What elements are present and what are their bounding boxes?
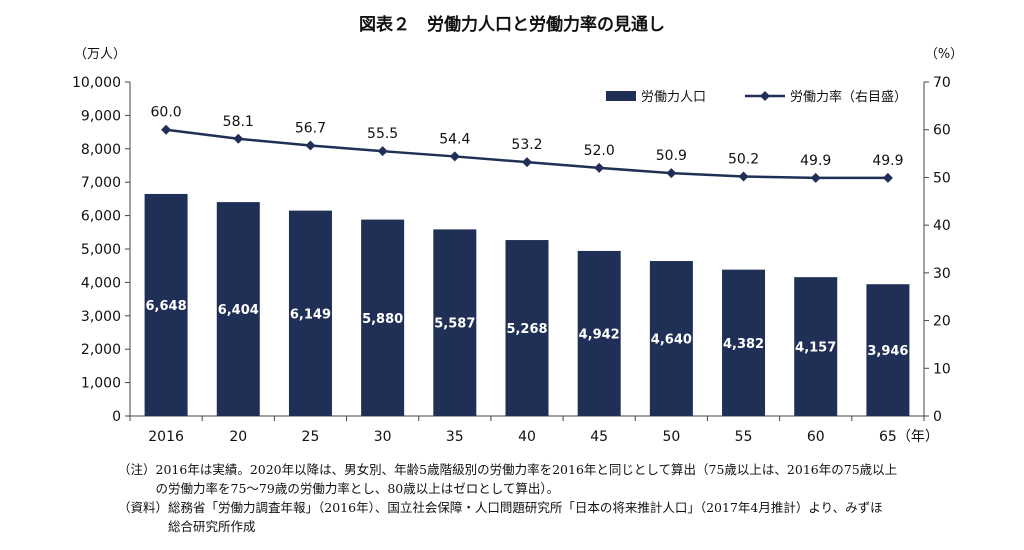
line-data-label: 50.2 <box>728 151 759 167</box>
x-tick-label: 2016 <box>148 429 184 445</box>
line-point <box>882 172 893 183</box>
chart-title: 図表２ 労働力人口と労働力率の見通し <box>359 15 665 35</box>
y-right-tick-label: 10 <box>933 361 951 377</box>
y-right-tick-label: 40 <box>933 218 951 234</box>
line-point <box>594 162 605 173</box>
y-right-tick-label: 20 <box>933 314 951 330</box>
y-right-unit: （%） <box>925 47 963 62</box>
line-point <box>666 168 677 179</box>
note-line: 2016年は実績。2020年以降は、男女別、年齢5歳階級別の労働力率を2016年… <box>155 462 898 477</box>
y-left-tick-label: 1,000 <box>81 376 121 392</box>
source-row: （資料） 総務省「労働力調査年報」（2016年）、国立社会保障・人口問題研究所「… <box>118 498 998 536</box>
y-left-tick-label: 7,000 <box>81 175 121 191</box>
bar-data-label: 3,946 <box>867 344 908 359</box>
y-left-unit: （万人） <box>74 47 126 62</box>
bar <box>505 240 549 416</box>
bar-data-label: 6,404 <box>218 303 259 318</box>
y-right-tick-label: 30 <box>933 266 951 282</box>
line-data-label: 53.2 <box>511 137 542 153</box>
y-left-tick-label: 6,000 <box>81 209 121 225</box>
y-left-tick-label: 4,000 <box>81 275 121 291</box>
bar <box>866 284 910 416</box>
bar <box>649 261 693 416</box>
bar <box>794 277 838 416</box>
bar <box>722 269 766 416</box>
x-tick-label: 45 <box>590 429 608 445</box>
line-point <box>810 172 821 183</box>
x-tick-label: 55 <box>735 429 753 445</box>
y-left-tick-label: 3,000 <box>81 309 121 325</box>
x-tick-label: 60 <box>807 429 825 445</box>
bar-data-label: 5,587 <box>434 317 475 332</box>
bar <box>216 202 260 416</box>
line-point <box>305 140 316 151</box>
bar <box>144 193 188 416</box>
line-point <box>161 124 172 135</box>
line-data-label: 54.4 <box>439 131 470 147</box>
y-right-tick-label: 0 <box>933 409 942 425</box>
y-left-tick-label: 2,000 <box>81 342 121 358</box>
x-tick-label: 20 <box>229 429 247 445</box>
legend-line-marker <box>760 91 770 101</box>
notes: （注） 2016年は実績。2020年以降は、男女別、年齢5歳階級別の労働力率を2… <box>118 460 998 536</box>
y-right-tick-label: 50 <box>933 170 951 186</box>
y-left-tick-label: 9,000 <box>81 108 121 124</box>
note-line: の労働力率を75～79歳の労働力率とし、80歳以上はゼロとして算出）。 <box>155 481 560 496</box>
line-point <box>233 133 244 144</box>
line-data-label: 50.9 <box>656 148 687 164</box>
line-data-label: 49.9 <box>872 153 903 169</box>
bar-data-label: 4,640 <box>651 333 692 348</box>
bar-data-label: 6,149 <box>290 307 331 322</box>
note-row: （注） 2016年は実績。2020年以降は、男女別、年齢5歳階級別の労働力率を2… <box>118 460 998 498</box>
x-tick-label: 50 <box>662 429 680 445</box>
line-point <box>738 171 749 182</box>
y-right-tick-label: 70 <box>933 75 951 91</box>
line-point <box>522 157 532 168</box>
bar <box>361 219 405 416</box>
line-point <box>449 151 460 162</box>
chart: 0 1,000 2,000 3,000 4,000 5,000 6,000 7,000 8,00… <box>72 47 963 445</box>
y-right-tick-label: 60 <box>933 123 951 139</box>
bar <box>577 250 621 416</box>
bar-data-label: 4,157 <box>795 341 836 356</box>
source-body: 総務省「労働力調査年報」（2016年）、国立社会保障・人口問題研究所「日本の将来… <box>168 498 998 536</box>
y-left-tick-label: 10,000 <box>72 75 121 91</box>
legend-bar-swatch <box>606 91 636 101</box>
x-tick-label: 40 <box>518 429 536 445</box>
y-left-tick-label: 0 <box>112 409 121 425</box>
legend-bar-label: 労働力人口 <box>641 90 706 105</box>
line-data-label: 58.1 <box>223 114 254 130</box>
x-tick-label: 25 <box>302 429 320 445</box>
source-line: 総合研究所作成 <box>168 519 256 534</box>
bar-data-label: 4,382 <box>723 337 764 352</box>
line-data-label: 52.0 <box>584 143 615 159</box>
x-tick-label: 65 <box>879 429 897 445</box>
y-left-tick-label: 8,000 <box>81 142 121 158</box>
bar-data-label: 5,880 <box>362 312 403 327</box>
line-data-label: 56.7 <box>295 120 326 136</box>
legend-line-label: 労働力率（右目盛） <box>790 89 907 105</box>
bar-data-label: 6,648 <box>146 299 187 314</box>
line-point <box>377 146 388 157</box>
line-data-label: 49.9 <box>800 153 831 169</box>
bar-data-label: 4,942 <box>579 327 620 342</box>
line-data-label: 55.5 <box>367 126 398 142</box>
note-prefix: （注） <box>118 462 156 477</box>
note-body: 2016年は実績。2020年以降は、男女別、年齢5歳階級別の労働力率を2016年… <box>156 460 998 498</box>
bar-data-label: 5,268 <box>506 322 547 337</box>
bar <box>288 210 332 416</box>
line-data-label: 60.0 <box>151 105 182 121</box>
x-axis-unit: （年） <box>897 429 939 445</box>
bar <box>433 229 477 416</box>
y-left-tick-label: 5,000 <box>81 242 121 258</box>
source-prefix: （資料） <box>118 500 169 515</box>
x-tick-label: 30 <box>374 429 392 445</box>
source-line: 総務省「労働力調査年報」（2016年）、国立社会保障・人口問題研究所「日本の将来… <box>168 500 883 515</box>
x-tick-label: 35 <box>446 429 464 445</box>
